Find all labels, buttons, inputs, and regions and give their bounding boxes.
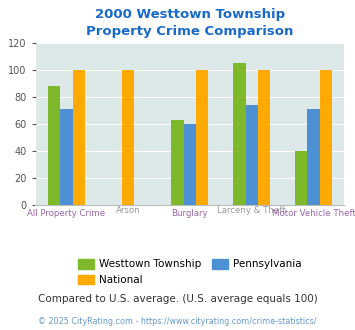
Text: Larceny & Theft: Larceny & Theft bbox=[217, 206, 286, 215]
Bar bbox=[246, 105, 258, 205]
Bar bbox=[307, 109, 320, 205]
Legend: Westtown Township, National, Pennsylvania: Westtown Township, National, Pennsylvani… bbox=[74, 255, 306, 289]
Text: Motor Vehicle Theft: Motor Vehicle Theft bbox=[272, 209, 355, 218]
Bar bbox=[184, 124, 196, 205]
Text: Arson: Arson bbox=[116, 206, 141, 215]
Text: © 2025 CityRating.com - https://www.cityrating.com/crime-statistics/: © 2025 CityRating.com - https://www.city… bbox=[38, 317, 317, 326]
Text: All Property Crime: All Property Crime bbox=[27, 209, 105, 218]
Bar bbox=[320, 70, 332, 205]
Bar bbox=[171, 120, 184, 205]
Bar bbox=[72, 70, 85, 205]
Bar bbox=[196, 70, 208, 205]
Text: Burglary: Burglary bbox=[171, 209, 208, 218]
Bar bbox=[60, 109, 72, 205]
Title: 2000 Westtown Township
Property Crime Comparison: 2000 Westtown Township Property Crime Co… bbox=[86, 8, 294, 38]
Bar bbox=[122, 70, 134, 205]
Bar bbox=[295, 151, 307, 205]
Bar bbox=[233, 63, 246, 205]
Bar bbox=[48, 86, 60, 205]
Bar bbox=[258, 70, 270, 205]
Text: Compared to U.S. average. (U.S. average equals 100): Compared to U.S. average. (U.S. average … bbox=[38, 294, 317, 304]
